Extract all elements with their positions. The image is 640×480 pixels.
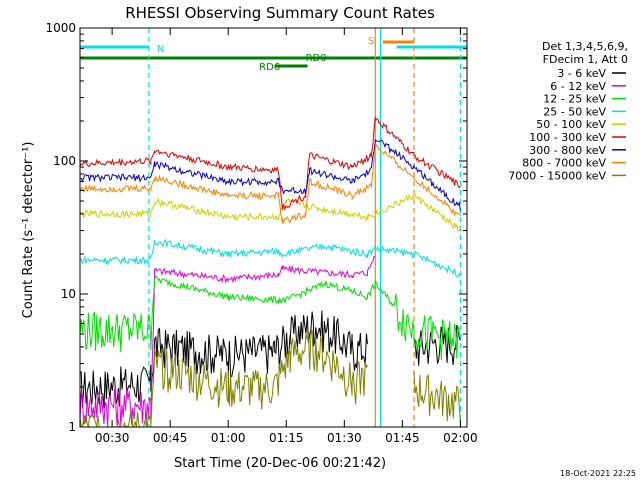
series-line (79, 116, 461, 211)
legend-entry-label: 300 - 800 keV (529, 144, 606, 157)
flag-bands: N RD0 RD6 S (80, 28, 467, 427)
x-tick-label: 01:45 (385, 431, 420, 445)
legend-header: FDecim 1, Att 0 (543, 53, 628, 66)
y-tick-label: 1 (68, 420, 76, 434)
chart-title: RHESSI Observing Summary Count Rates (125, 4, 435, 22)
x-tick-label: 01:00 (211, 431, 246, 445)
y-tick-label: 100 (53, 154, 76, 168)
series-line (79, 192, 461, 232)
legend-entry-label: 50 - 100 keV (536, 118, 606, 131)
legend: Det 1,3,4,5,6,9,FDecim 1, Att 03 - 6 keV… (508, 40, 628, 182)
series-line (79, 330, 461, 428)
footer-timestamp: 18-Oct-2021 22:25 (560, 469, 636, 478)
x-tick-label: 02:00 (443, 431, 478, 445)
x-axis-label: Start Time (20-Dec-06 00:21:42) (174, 456, 386, 471)
series-line (79, 139, 461, 211)
series-line (79, 144, 461, 225)
legend-entry-label: 100 - 300 keV (529, 131, 606, 144)
legend-entry-label: 25 - 50 keV (543, 105, 606, 118)
y-tick-label: 10 (61, 287, 76, 301)
legend-entry-label: 3 - 6 keV (557, 67, 606, 80)
x-tick-label: 00:30 (95, 431, 130, 445)
y-tick-label: 1000 (45, 21, 76, 35)
series-line (79, 275, 461, 361)
x-tick-label: 01:15 (269, 431, 304, 445)
y-axis-label: Count Rate (s⁻¹ detector⁻¹) (21, 142, 36, 319)
legend-entry-label: 6 - 12 keV (550, 80, 606, 93)
rd6-label: RD6 (259, 62, 280, 73)
x-tick-label: 00:45 (153, 431, 188, 445)
legend-header: Det 1,3,4,5,6,9, (542, 40, 628, 53)
rd0-label: RD0 (306, 53, 327, 64)
plot-frame (79, 27, 468, 428)
legend-entry-label: 800 - 7000 keV (522, 157, 606, 170)
series-line (79, 238, 461, 278)
series-lines (79, 116, 461, 428)
series-line (79, 255, 376, 428)
saa-label: S (368, 36, 374, 47)
legend-entry-label: 7000 - 15000 keV (508, 169, 606, 182)
legend-entry-label: 12 - 25 keV (543, 93, 606, 106)
x-tick-label: 01:30 (327, 431, 362, 445)
night-label: N (157, 44, 164, 55)
axis-ticks: 00:30 00:45 01:00 01:15 01:30 01:45 02:00 1 10 10… (45, 21, 477, 445)
